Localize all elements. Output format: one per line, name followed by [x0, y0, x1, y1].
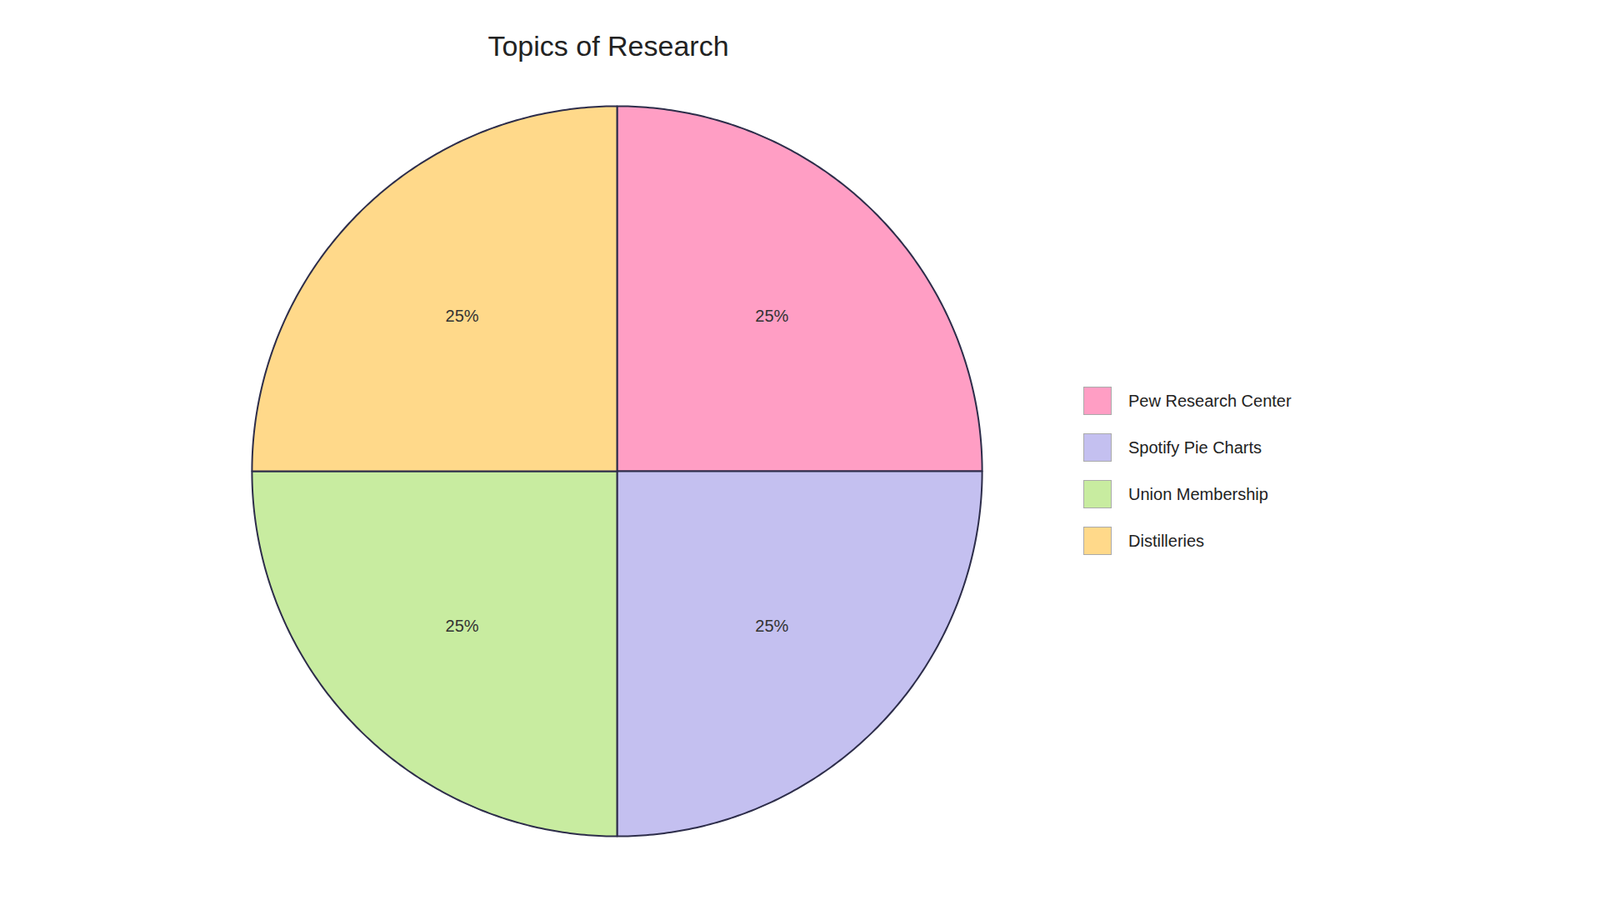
svg-text:25%: 25%	[755, 306, 789, 325]
html-text:Spotify Pie Charts: Spotify Pie Charts	[1128, 437, 1262, 457]
html-text:Pew Research Center: Pew Research Center	[1128, 391, 1292, 410]
html-text:Topics of Research: Topics of Research	[487, 30, 729, 62]
svg-text:25%: 25%	[755, 616, 789, 635]
svg-text:25%: 25%	[445, 616, 480, 635]
html-text:Union Membership: Union Membership	[1128, 484, 1269, 503]
html-text:Distilleries: Distilleries	[1128, 531, 1205, 550]
svg-text:25%: 25%	[445, 306, 480, 325]
